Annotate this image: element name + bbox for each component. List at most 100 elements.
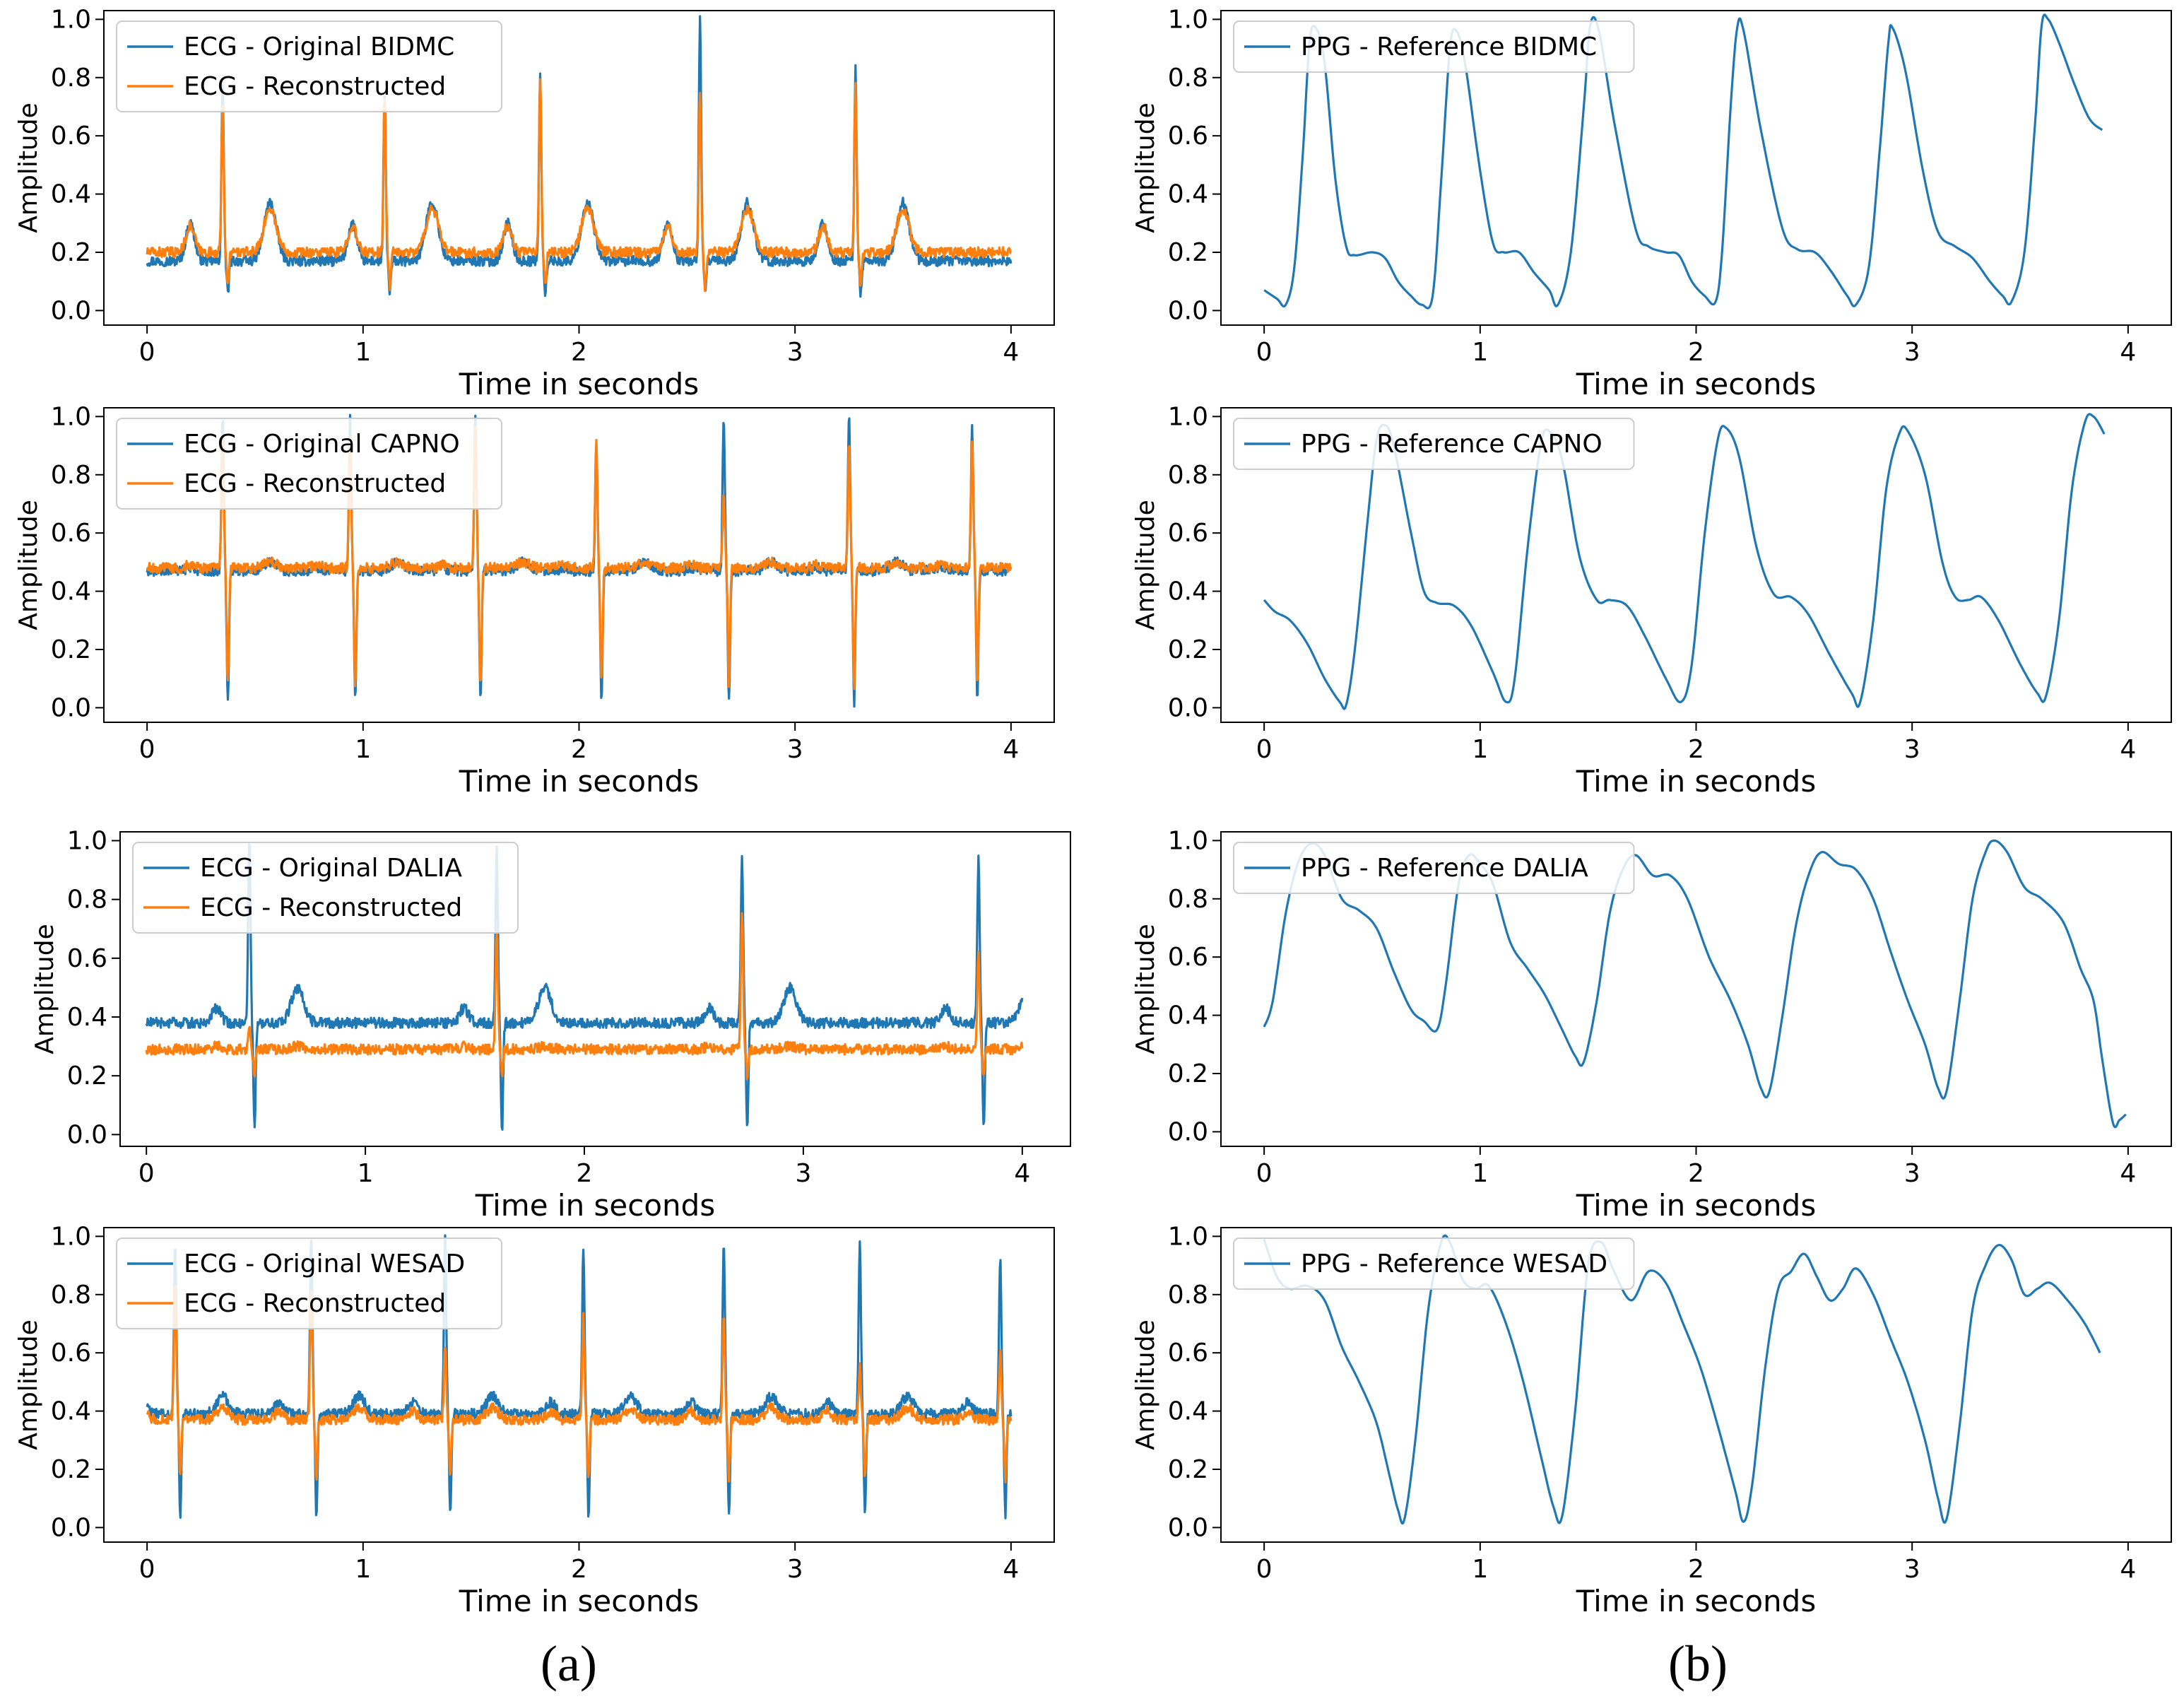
x-axis-label: Time in seconds	[1576, 764, 1816, 799]
y-tick-label: 0.2	[1168, 1455, 1208, 1484]
y-tick-label: 0.4	[1168, 180, 1208, 209]
legend-entry: ECG - Reconstructed	[184, 1289, 446, 1318]
y-tick-label: 0.2	[1168, 635, 1208, 664]
series-line-ecg-reconstructed	[145, 912, 1024, 1081]
x-tick-label: 4	[2120, 338, 2136, 367]
y-tick-label: 0.0	[1168, 296, 1208, 325]
y-tick-label: 1.0	[51, 1222, 91, 1251]
x-tick-label: 1	[1472, 1555, 1488, 1584]
chart-ppg-dalia: 0 1 2 3 4 0.0 0.2 0.4 0.6 0.8 1.0 Time in seconds Am…	[1131, 826, 2172, 1223]
x-tick-label: 3	[795, 1159, 811, 1188]
y-tick-label: 1.0	[1168, 5, 1208, 34]
y-tick-label: 0.4	[1168, 1001, 1208, 1030]
x-tick-label: 3	[1904, 735, 1920, 764]
x-axis-label: Time in seconds	[459, 1584, 699, 1618]
x-tick-label: 4	[2120, 1555, 2136, 1584]
y-tick-label: 1.0	[67, 826, 107, 855]
x-tick-label: 2	[577, 1159, 593, 1188]
legend-entry: ECG - Original WESAD	[184, 1250, 465, 1278]
legend-box	[1233, 20, 1635, 73]
x-tick-label: 0	[1256, 1159, 1273, 1188]
x-tick-label: 4	[1014, 1159, 1030, 1188]
series-line-ppg-reference-wesad	[1263, 1234, 2101, 1525]
x-axis-label: Time in seconds	[459, 367, 699, 401]
y-tick-label: 1.0	[1168, 402, 1208, 431]
y-axis-label: Amplitude	[14, 102, 43, 233]
legend-entry: PPG - Reference WESAD	[1301, 1250, 1607, 1278]
y-tick-label: 0.2	[51, 635, 91, 664]
x-tick-label: 4	[2120, 1159, 2136, 1188]
legend-box	[132, 842, 519, 934]
series-line-ecg-reconstructed	[146, 1285, 1013, 1483]
legend-box	[1233, 842, 1635, 894]
y-tick-label: 1.0	[1168, 1222, 1208, 1251]
x-tick-label: 2	[1688, 1555, 1704, 1584]
y-tick-label: 0.0	[1168, 693, 1208, 722]
x-tick-label: 3	[1904, 1555, 1920, 1584]
y-tick-label: 0.4	[1168, 1397, 1208, 1426]
chart-ppg-capno: 0 1 2 3 4 0.0 0.2 0.4 0.6 0.8 1.0 Time in seconds Am…	[1131, 402, 2172, 799]
series-line-ecg-reconstructed	[146, 425, 1013, 690]
x-axis-label: Time in seconds	[1576, 367, 1816, 401]
legend-box	[116, 20, 502, 112]
x-tick-label: 0	[139, 735, 155, 764]
y-tick-label: 0.0	[67, 1120, 107, 1149]
x-tick-label: 2	[1688, 338, 1704, 367]
y-tick-label: 0.8	[1168, 885, 1208, 914]
x-axis-label: Time in seconds	[475, 1188, 715, 1223]
x-tick-label: 0	[1256, 1555, 1273, 1584]
legend-entry: PPG - Reference DALIA	[1301, 854, 1588, 883]
y-tick-label: 0.4	[51, 1397, 91, 1426]
y-tick-label: 0.8	[1168, 1281, 1208, 1310]
x-tick-label: 1	[1472, 338, 1488, 367]
y-tick-label: 0.2	[1168, 238, 1208, 267]
y-tick-label: 0.0	[51, 1513, 91, 1542]
legend-entry: ECG - Original CAPNO	[184, 430, 460, 459]
legend-entry: ECG - Reconstructed	[200, 893, 462, 922]
x-axis-label: Time in seconds	[1576, 1188, 1816, 1223]
y-tick-label: 1.0	[51, 402, 91, 431]
legend-entry: PPG - Reference CAPNO	[1301, 430, 1602, 459]
x-tick-label: 4	[1003, 735, 1019, 764]
x-tick-label: 1	[355, 1555, 371, 1584]
x-axis-label: Time in seconds	[1576, 1584, 1816, 1618]
x-tick-label: 3	[787, 735, 803, 764]
x-tick-label: 2	[1688, 1159, 1704, 1188]
legend-box	[1233, 418, 1635, 470]
y-tick-label: 0.8	[51, 461, 91, 490]
y-tick-label: 0.4	[51, 577, 91, 606]
x-tick-label: 3	[787, 1555, 803, 1584]
y-tick-label: 0.8	[1168, 64, 1208, 93]
x-tick-label: 1	[355, 338, 371, 367]
y-tick-label: 0.6	[1168, 943, 1208, 972]
y-tick-label: 0.8	[67, 886, 107, 915]
legend-entry: ECG - Original DALIA	[200, 854, 462, 883]
y-tick-label: 0.2	[51, 1455, 91, 1484]
series-line-ppg-reference-bidmc	[1263, 13, 2103, 310]
x-tick-label: 2	[1688, 735, 1704, 764]
y-axis-label: Amplitude	[30, 924, 59, 1054]
x-tick-label: 1	[355, 735, 371, 764]
y-tick-label: 0.6	[1168, 519, 1208, 548]
legend-box	[116, 1237, 502, 1329]
y-tick-label: 0.8	[51, 64, 91, 93]
x-tick-label: 3	[1904, 1159, 1920, 1188]
panel-label-a: (a)	[541, 1635, 597, 1692]
x-tick-label: 4	[1003, 1555, 1019, 1584]
y-tick-label: 0.0	[51, 693, 91, 722]
y-tick-label: 1.0	[51, 5, 91, 34]
series-line-ecg-reconstructed	[146, 78, 1012, 293]
x-tick-label: 0	[139, 1555, 155, 1584]
y-tick-label: 0.4	[51, 180, 91, 209]
y-axis-label: Amplitude	[1131, 102, 1160, 233]
y-tick-label: 0.2	[1168, 1059, 1208, 1088]
legend-box	[116, 418, 502, 510]
x-tick-label: 4	[1003, 338, 1019, 367]
chart-ppg-bidmc: 0 1 2 3 4 0.0 0.2 0.4 0.6 0.8 1.0 Time in seconds Am…	[1131, 5, 2172, 401]
y-tick-label: 0.6	[1168, 1339, 1208, 1368]
legend-box	[1233, 1237, 1635, 1290]
x-tick-label: 1	[1472, 1159, 1488, 1188]
series-line-ppg-reference-dalia	[1263, 839, 2127, 1129]
y-tick-label: 1.0	[1168, 826, 1208, 855]
x-tick-label: 2	[571, 1555, 587, 1584]
